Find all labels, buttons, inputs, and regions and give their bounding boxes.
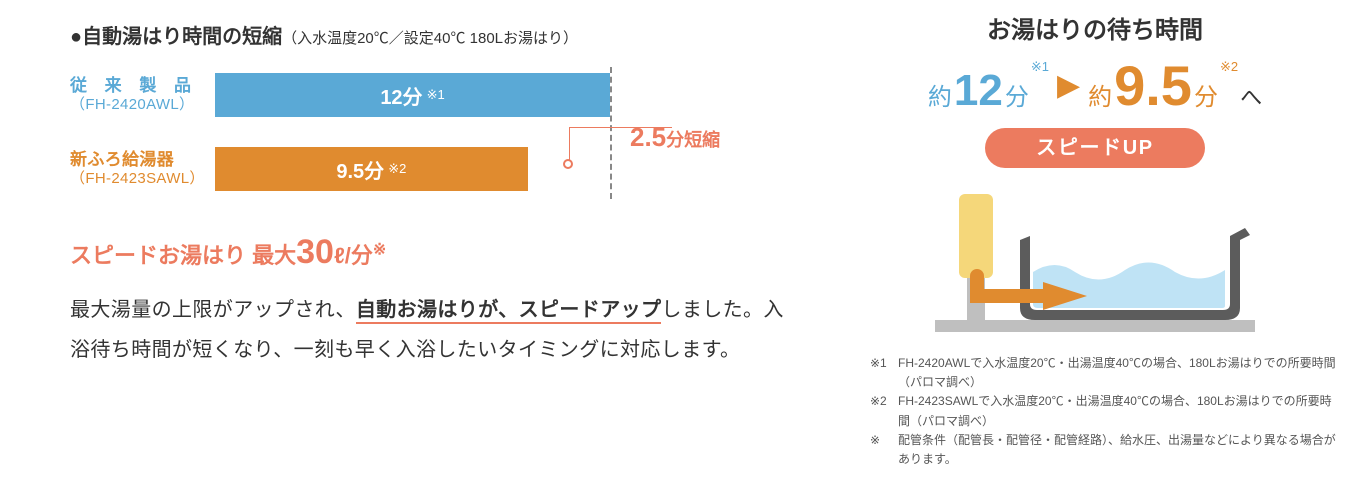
to-note: ※2 [1220,59,1238,75]
header-bullet: ● [70,26,82,48]
bar: 12分※1 [215,73,610,117]
from-note: ※1 [1031,59,1049,75]
dashed-guide [610,67,612,199]
speed-asterisk: ※ [373,242,386,259]
speed-up-pill: スピードUP [985,128,1205,168]
from-value: 12 [954,66,1003,116]
header-conditions: （入水温度20℃／設定40℃ 180Lお湯はり） [282,30,578,47]
reduction-connector-vertical [569,127,570,163]
wait-time-title: お湯はりの待ち時間 [840,10,1350,45]
body-paragraph: 最大湯量の上限がアップされ、自動お湯はりが、スピードアップしました。入浴待ち時間… [70,290,790,370]
wait-time-compare: 約 12 分 ※1 ▶ 約 9.5 分 ※2 へ [840,53,1350,118]
speed-fill-headline: スピードお湯はり 最大30ℓ/分※ [70,233,790,272]
footnote: ※配管条件（配管長・配管径・配管経路）、給水圧、出湯量などにより異なる場合があり… [870,431,1336,469]
bar: 9.5分※2 [215,147,528,191]
speed-mid: 最大 [246,243,296,268]
reduction-label: 2.5分短縮 [630,122,720,153]
reduction-dot [563,159,573,169]
footnotes: ※1FH-2420AWLで入水温度20℃・出湯温度40℃の場合、180Lお湯はり… [840,354,1350,469]
left-column: ●自動湯はり時間の短縮（入水温度20℃／設定40℃ 180Lお湯はり） 従 来 … [70,20,790,370]
to-unit: 分 [1194,77,1218,112]
footnote: ※1FH-2420AWLで入水温度20℃・出湯温度40℃の場合、180Lお湯はり… [870,354,1336,392]
bar-label: 新ふろ給湯器（FH-2423SAWL） [70,149,215,189]
reduction-text: 分短縮 [666,130,720,150]
chart-header: ●自動湯はり時間の短縮（入水温度20℃／設定40℃ 180Lお湯はり） [70,20,790,49]
diagram-base [935,320,1255,332]
footnote: ※2FH-2423SAWLで入水温度20℃・出湯温度40℃の場合、180Lお湯は… [870,392,1336,430]
diagram-splash [1065,246,1115,265]
arrow-icon: ▶ [1057,68,1080,103]
bar-label: 従 来 製 品（FH-2420AWL） [70,75,215,115]
bathtub-diagram [925,180,1265,340]
body-underlined: 自動お湯はりが、スピードアップ [356,299,662,324]
header-main: 自動湯はり時間の短縮 [82,26,282,48]
speed-lead: スピードお湯はり [70,243,246,268]
speed-value: 30 [296,233,334,271]
body-seg-1: 最大湯量の上限がアップされ、 [70,299,356,321]
from-unit: 分 [1005,77,1029,112]
from-approx: 約 [928,77,952,112]
speed-unit: ℓ/分 [334,243,373,268]
to-tail: へ [1240,80,1262,112]
time-bar-chart: 従 来 製 品（FH-2420AWL）12分※1新ふろ給湯器（FH-2423SA… [70,67,790,203]
reduction-value: 2.5 [630,122,666,152]
bar-row-legacy: 従 来 製 品（FH-2420AWL）12分※1 [70,67,790,123]
to-approx: 約 [1088,77,1112,112]
diagram-heater [959,194,993,278]
to-value: 9.5 [1114,53,1192,118]
right-column: お湯はりの待ち時間 約 12 分 ※1 ▶ 約 9.5 分 ※2 へ スピードU… [840,10,1350,469]
